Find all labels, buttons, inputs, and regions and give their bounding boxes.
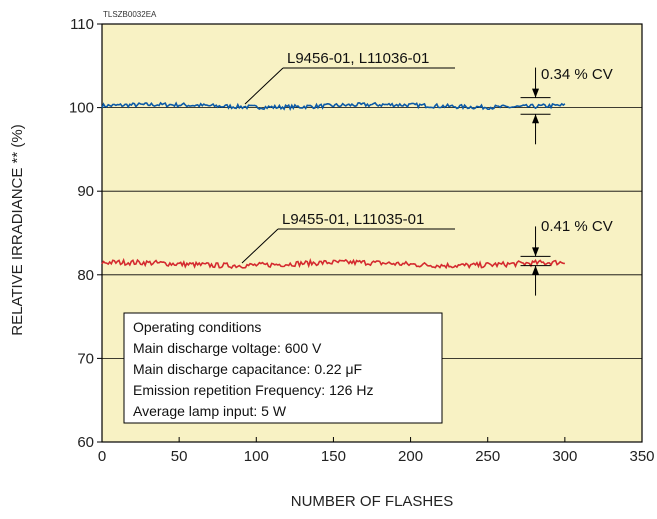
series-label-blue: L9456-01, L11036-01 <box>287 50 429 67</box>
series-label-blue-group: L9456-01, L11036-01 <box>244 50 455 105</box>
x-tick-label: 150 <box>321 448 346 465</box>
series-label-red-group: L9455-01, L11035-01 <box>241 211 455 264</box>
x-tick-label: 350 <box>629 448 654 465</box>
x-tick-label: 0 <box>98 448 106 465</box>
figure-code: TLSZB0032EA <box>103 10 157 19</box>
y-tick-label: 60 <box>77 434 94 451</box>
series-label-red: L9455-01, L11035-01 <box>282 211 424 228</box>
cv-label-red: 0.41 % CV <box>541 218 613 235</box>
cv-brackets <box>520 67 551 296</box>
conditions-line-5: Average lamp input: 5 W <box>133 403 287 419</box>
cv-label-blue: 0.34 % CV <box>541 66 613 83</box>
y-tick-label: 100 <box>69 100 94 117</box>
y-axis-title: RELATIVE IRRADIANCE ** (%) <box>9 124 26 335</box>
x-tick-label: 100 <box>244 448 269 465</box>
y-axis: 60 70 80 90 100 110 <box>69 16 102 451</box>
operating-conditions-box: Operating conditions Main discharge volt… <box>123 312 443 424</box>
cv-bracket-1 <box>520 67 551 145</box>
conditions-line-2: Main discharge voltage: 600 V <box>133 340 322 356</box>
y-tick-label: 70 <box>77 350 94 367</box>
x-tick-label: 300 <box>552 448 577 465</box>
conditions-line-1: Operating conditions <box>133 319 261 335</box>
conditions-line-4: Emission repetition Frequency: 126 Hz <box>133 382 373 398</box>
conditions-line-3: Main discharge capacitance: 0.22 μF <box>133 361 362 377</box>
x-tick-label: 50 <box>171 448 188 465</box>
series-label-blue-leader <box>244 67 284 105</box>
y-tick-label: 80 <box>77 267 94 284</box>
x-axis: 0 50 100 150 200 250 300 350 <box>98 437 655 465</box>
series-line-1 <box>101 101 566 111</box>
series-line-2 <box>101 257 565 270</box>
series-label-red-leader <box>241 228 279 264</box>
y-tick-label: 110 <box>70 16 94 33</box>
x-axis-title: NUMBER OF FLASHES <box>291 493 454 510</box>
x-tick-label: 200 <box>398 448 423 465</box>
series-lines <box>101 101 566 270</box>
conditions-frame <box>123 312 443 424</box>
x-tick-label: 250 <box>475 448 500 465</box>
y-tick-label: 90 <box>77 183 94 200</box>
cv-bracket-2 <box>520 226 551 296</box>
